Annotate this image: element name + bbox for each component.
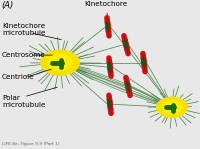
Text: LIFE 8e, Figure 9.9 (Part 1): LIFE 8e, Figure 9.9 (Part 1): [2, 142, 60, 146]
Ellipse shape: [109, 104, 112, 109]
Ellipse shape: [108, 63, 111, 67]
Text: Polar
microtubule: Polar microtubule: [2, 95, 46, 108]
Text: Kinetochore: Kinetochore: [84, 1, 127, 17]
Ellipse shape: [162, 101, 182, 114]
Text: Centriole: Centriole: [2, 74, 35, 80]
Ellipse shape: [48, 55, 72, 71]
Ellipse shape: [157, 97, 187, 117]
Ellipse shape: [124, 40, 127, 45]
Ellipse shape: [107, 26, 110, 31]
Ellipse shape: [143, 62, 146, 67]
Ellipse shape: [142, 58, 145, 63]
Text: Centrosome: Centrosome: [2, 52, 46, 58]
Ellipse shape: [125, 44, 128, 49]
Ellipse shape: [127, 86, 130, 91]
Ellipse shape: [126, 82, 129, 87]
Text: Kinetochore
microtubule: Kinetochore microtubule: [2, 23, 46, 36]
Ellipse shape: [108, 100, 111, 105]
Ellipse shape: [41, 50, 79, 75]
Ellipse shape: [106, 22, 109, 27]
Text: (A): (A): [1, 1, 13, 10]
Ellipse shape: [109, 67, 112, 71]
